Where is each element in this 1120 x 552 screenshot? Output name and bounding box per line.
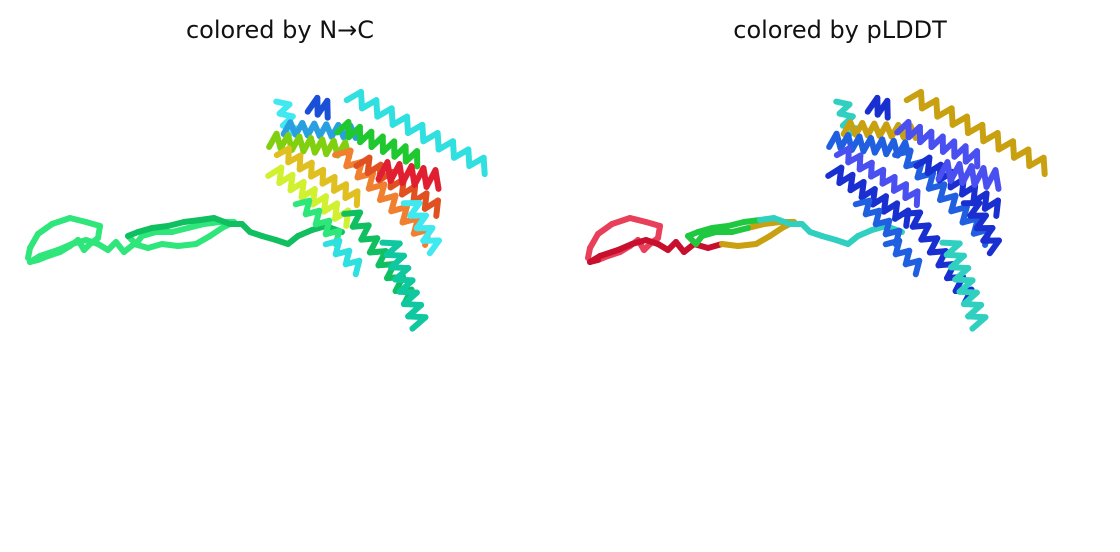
backbone-segment (352, 257, 363, 278)
backbone-segment (409, 314, 429, 332)
backbone-segment (609, 215, 633, 227)
backbone-segment (986, 237, 1002, 257)
backbone-segment (49, 215, 73, 227)
backbone-segment (480, 154, 488, 178)
protein-backbone-plddt (585, 88, 1048, 332)
backbone-segment (433, 197, 441, 219)
backbone-segment (992, 167, 1002, 192)
protein-backbone-n-to-c (25, 88, 488, 332)
backbone-segment (426, 237, 442, 257)
panel-plddt: colored by pLDDT (560, 0, 1120, 552)
panel-title: colored by pLDDT (733, 16, 947, 44)
backbone-segment (353, 188, 361, 209)
backbone-segment (993, 197, 1001, 219)
backbone-segment (912, 257, 923, 278)
backbone-segment (735, 241, 759, 249)
backbone-segment (969, 314, 989, 332)
panel-title: colored by N→C (185, 16, 375, 44)
backbone-segment (913, 188, 921, 209)
panel-n-to-c: colored by N→C (25, 16, 488, 332)
backbone-segment (597, 247, 621, 259)
backbone-segment (432, 167, 442, 192)
backbone-segment (1040, 154, 1048, 178)
backbone-segment (175, 241, 199, 249)
backbone-segment (37, 247, 61, 259)
